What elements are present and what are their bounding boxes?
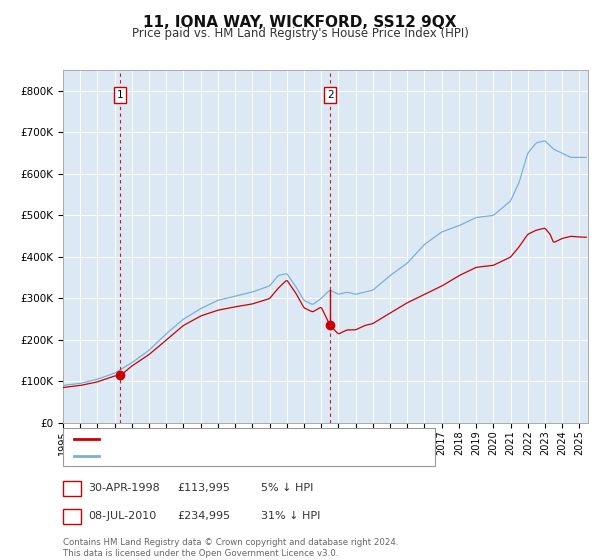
Text: 08-JUL-2010: 08-JUL-2010 <box>88 511 157 521</box>
Text: 1: 1 <box>68 483 76 493</box>
Text: 5% ↓ HPI: 5% ↓ HPI <box>261 483 313 493</box>
Text: 2: 2 <box>68 511 76 521</box>
Text: HPI: Average price, detached house, Basildon: HPI: Average price, detached house, Basi… <box>104 451 341 461</box>
Text: £234,995: £234,995 <box>177 511 230 521</box>
Text: £113,995: £113,995 <box>177 483 230 493</box>
Text: 31% ↓ HPI: 31% ↓ HPI <box>261 511 320 521</box>
Text: 11, IONA WAY, WICKFORD, SS12 9QX (detached house): 11, IONA WAY, WICKFORD, SS12 9QX (detach… <box>104 433 392 444</box>
Text: 11, IONA WAY, WICKFORD, SS12 9QX: 11, IONA WAY, WICKFORD, SS12 9QX <box>143 15 457 30</box>
Text: 2: 2 <box>327 90 334 100</box>
Text: Contains HM Land Registry data © Crown copyright and database right 2024.
This d: Contains HM Land Registry data © Crown c… <box>63 538 398 558</box>
Text: Price paid vs. HM Land Registry's House Price Index (HPI): Price paid vs. HM Land Registry's House … <box>131 27 469 40</box>
Text: 1: 1 <box>117 90 124 100</box>
Text: 30-APR-1998: 30-APR-1998 <box>88 483 160 493</box>
